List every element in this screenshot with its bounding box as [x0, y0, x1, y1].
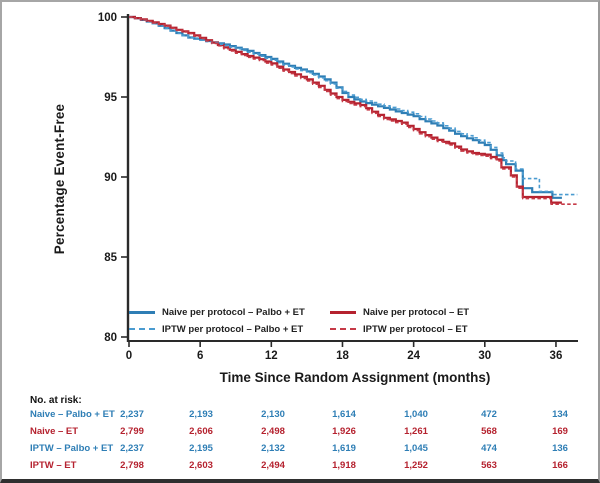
risk-table-title: No. at risk:	[30, 395, 82, 406]
x-axis-title: Time Since Random Assignment (months)	[219, 370, 491, 385]
risk-row-label: IPTW – ET	[30, 460, 77, 471]
risk-value: 2,799	[120, 426, 144, 437]
legend-item-3: IPTW per protocol – Palbo + ET	[129, 322, 303, 336]
risk-value: 134	[552, 409, 568, 420]
km-plot-canvas: 100 95 90 85 80 0 6 12 18 24 30 36	[98, 12, 578, 362]
risk-value: 2,237	[120, 443, 144, 454]
risk-value: 2,130	[261, 409, 285, 420]
x-tick-label: 0	[126, 350, 132, 362]
risk-value: 2,237	[120, 409, 144, 420]
risk-value: 1,040	[404, 409, 428, 420]
legend-item-4: IPTW per protocol – ET	[330, 322, 468, 336]
legend-item-2: Naive per protocol – ET	[330, 305, 469, 319]
x-tick-label: 24	[407, 350, 420, 362]
risk-value: 2,603	[189, 460, 213, 471]
risk-value: 2,494	[261, 460, 285, 471]
risk-value: 568	[481, 426, 497, 437]
risk-row-label: Naive – ET	[30, 426, 79, 437]
risk-row-label: Naive – Palbo + ET	[30, 409, 115, 420]
risk-value: 1,261	[404, 426, 428, 437]
risk-table-row: Naive – ET 2,799 2,606 2,498 1,926 1,261 568 16…	[2, 426, 598, 440]
km-curve-3	[129, 16, 578, 196]
risk-value: 1,619	[332, 443, 356, 454]
risk-value: 563	[481, 460, 497, 471]
x-tick-label: 12	[265, 350, 278, 362]
y-tick-label: 80	[104, 332, 117, 344]
risk-table-row: Naive – Palbo + ET 2,237 2,193 2,130 1,614 1,…	[2, 409, 598, 423]
dashed-line-sample-icon	[330, 328, 356, 330]
risk-value: 474	[481, 443, 497, 454]
risk-value: 2,193	[189, 409, 213, 420]
risk-value: 2,798	[120, 460, 144, 471]
risk-row-label: IPTW – Palbo + ET	[30, 443, 114, 454]
legend-label: Naive per protocol – ET	[363, 306, 470, 318]
risk-table-row: IPTW – Palbo + ET 2,237 2,195 2,132 1,619 1,0…	[2, 443, 598, 457]
risk-value: 1,918	[332, 460, 356, 471]
legend-item-1: Naive per protocol – Palbo + ET	[129, 305, 305, 319]
y-tick-label: 95	[104, 92, 117, 104]
risk-value: 1,926	[332, 426, 356, 437]
km-curve-4	[129, 16, 578, 205]
risk-value: 2,498	[261, 426, 285, 437]
risk-value: 472	[481, 409, 497, 420]
risk-value: 2,195	[189, 443, 213, 454]
km-curve-1	[129, 15, 562, 199]
x-tick-label: 6	[197, 350, 203, 362]
x-tick-label: 36	[550, 350, 563, 362]
risk-value: 1,045	[404, 443, 428, 454]
risk-value: 169	[552, 426, 568, 437]
y-tick-label: 90	[104, 172, 117, 184]
risk-value: 1,614	[332, 409, 356, 420]
risk-value: 1,252	[404, 460, 428, 471]
solid-line-sample-icon	[330, 310, 356, 314]
risk-value: 166	[552, 460, 568, 471]
legend-label: IPTW per protocol – ET	[363, 323, 468, 335]
solid-line-sample-icon	[129, 310, 155, 314]
y-tick-label: 85	[104, 252, 117, 264]
risk-value: 2,606	[189, 426, 213, 437]
risk-value: 136	[552, 443, 568, 454]
legend-label: Naive per protocol – Palbo + ET	[162, 306, 305, 318]
y-tick-label: 100	[98, 12, 117, 24]
dashed-line-sample-icon	[129, 328, 155, 330]
x-tick-label: 18	[336, 350, 349, 362]
legend-label: IPTW per protocol – Palbo + ET	[162, 323, 304, 335]
x-tick-label: 30	[478, 350, 491, 362]
risk-value: 2,132	[261, 443, 285, 454]
km-curve-2	[129, 15, 562, 204]
risk-table-row: IPTW – ET 2,798 2,603 2,494 1,918 1,252 563 166	[2, 460, 598, 474]
